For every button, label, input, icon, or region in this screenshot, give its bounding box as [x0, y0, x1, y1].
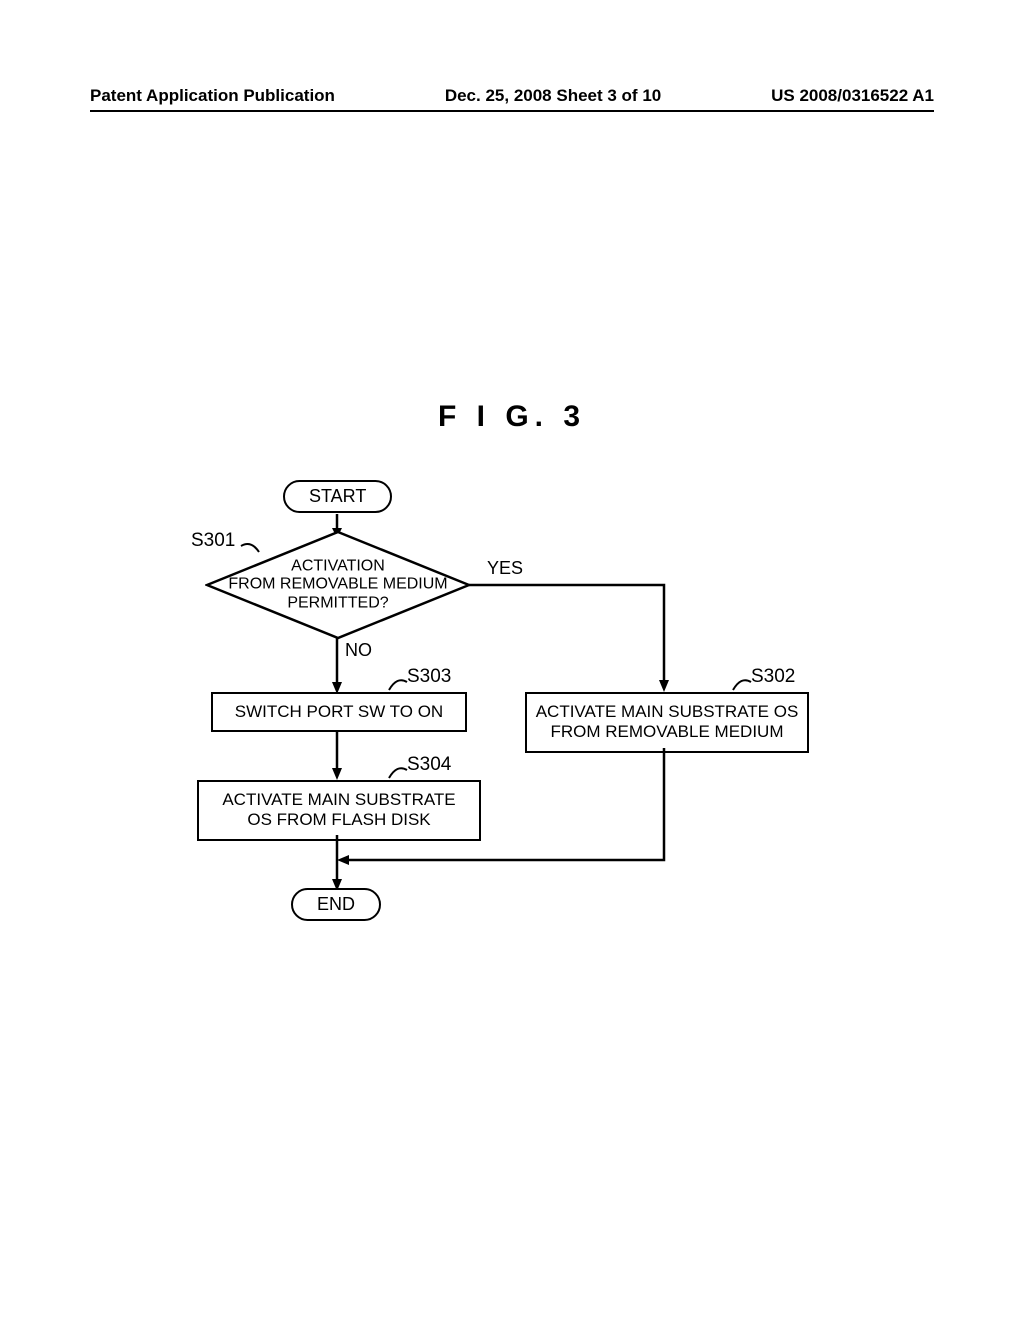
edge-decision-s302 [469, 580, 679, 695]
s303-text: SWITCH PORT SW TO ON [235, 702, 443, 721]
start-node: START [283, 480, 392, 513]
flowchart-diagram: START ACTIVATIONFROM REMOVABLE MEDIUMPER… [175, 470, 875, 970]
header-center: Dec. 25, 2008 Sheet 3 of 10 [445, 86, 661, 106]
edge-label-yes: YES [487, 558, 523, 579]
end-label: END [317, 894, 355, 914]
hook-s301 [241, 542, 265, 558]
start-label: START [309, 486, 366, 506]
s303-node: SWITCH PORT SW TO ON [211, 692, 467, 732]
end-node: END [291, 888, 381, 921]
edge-label-no: NO [345, 640, 372, 661]
header-left: Patent Application Publication [90, 86, 335, 106]
edge-decision-s303 [332, 638, 342, 694]
decision-text: ACTIVATIONFROM REMOVABLE MEDIUMPERMITTED… [205, 557, 471, 612]
figure-title: F I G. 3 [0, 400, 1024, 434]
header-right: US 2008/0316522 A1 [771, 86, 934, 106]
step-s301-label: S301 [191, 530, 235, 552]
hook-s303 [389, 676, 409, 694]
hook-s302 [733, 676, 753, 694]
step-s303-label: S303 [407, 666, 451, 688]
step-s302-label: S302 [751, 666, 795, 688]
s302-node: ACTIVATE MAIN SUBSTRATE OSFROM REMOVABLE… [525, 692, 809, 753]
edge-s302-end [335, 748, 675, 868]
page-header: Patent Application Publication Dec. 25, … [90, 86, 934, 112]
